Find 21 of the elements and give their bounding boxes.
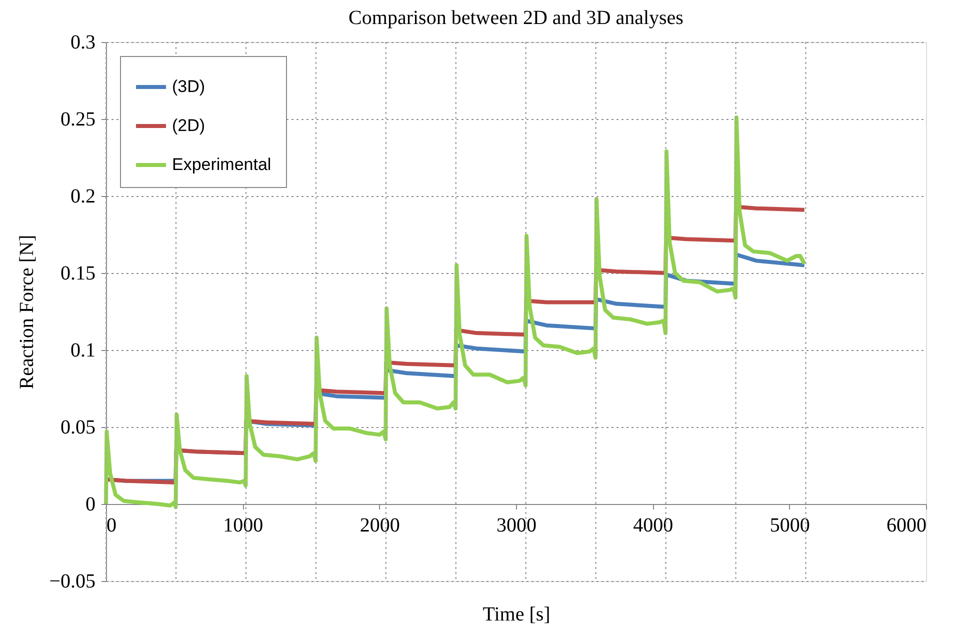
x-tick-label: 3000 bbox=[496, 514, 536, 536]
legend-label: Experimental bbox=[172, 155, 272, 174]
y-tick-label: −0.05 bbox=[49, 570, 96, 592]
legend-label: (3D) bbox=[172, 77, 206, 96]
chart-title: Comparison between 2D and 3D analyses bbox=[348, 7, 684, 29]
y-tick-label: 0.05 bbox=[60, 416, 96, 438]
x-tick-label: 6000 bbox=[886, 514, 926, 536]
x-tick-label: 0 bbox=[106, 514, 116, 536]
x-axis-title: Time [s] bbox=[482, 604, 550, 626]
y-tick-label: 0.15 bbox=[60, 262, 96, 284]
x-tick-label: 1000 bbox=[223, 514, 264, 536]
y-tick-label: 0.25 bbox=[60, 108, 96, 130]
y-axis-title: Reaction Force [N] bbox=[16, 234, 38, 390]
y-tick-label: 0.2 bbox=[70, 186, 96, 208]
legend-label: (2D) bbox=[172, 116, 206, 135]
x-tick-label: 5000 bbox=[770, 514, 810, 536]
y-tick-label: 0.1 bbox=[70, 340, 96, 362]
y-tick-label: 0.3 bbox=[70, 32, 96, 54]
y-tick-label: 0 bbox=[86, 494, 96, 516]
x-tick-label: 4000 bbox=[633, 514, 674, 536]
x-tick-label: 2000 bbox=[360, 514, 400, 536]
